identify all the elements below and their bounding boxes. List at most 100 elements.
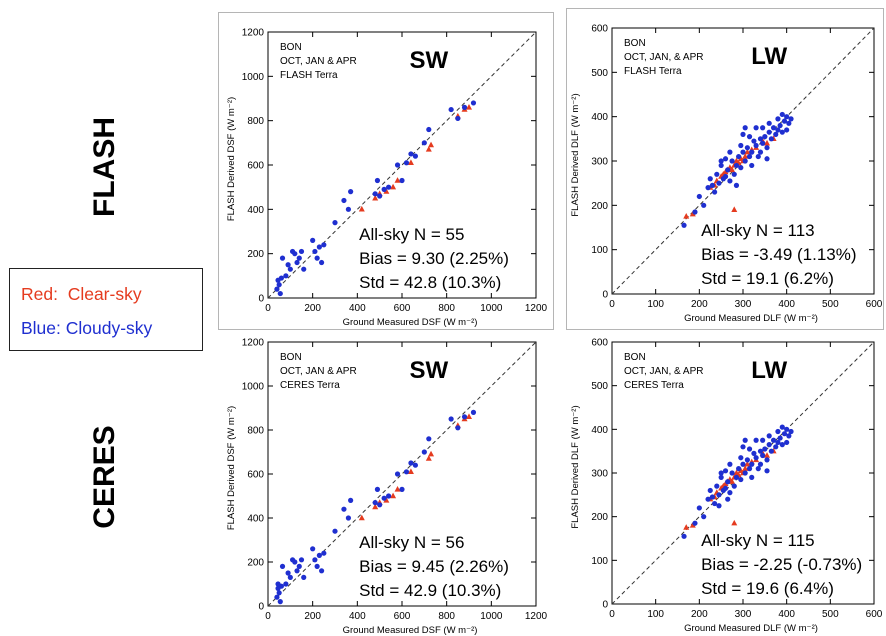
y-tick-label: 600 [591, 24, 608, 35]
y-tick-label: 800 [247, 426, 264, 437]
cloudy-sky-point [296, 563, 302, 569]
cloudy-sky-point [348, 497, 354, 503]
cloudy-sky-point [740, 461, 746, 467]
cloudy-sky-point [705, 185, 711, 191]
cloudy-sky-point [753, 455, 759, 461]
cloudy-sky-point [779, 129, 785, 135]
cloudy-sky-point [753, 437, 759, 443]
clear-sky-point [425, 455, 432, 461]
info-line: CERES Terra [280, 380, 340, 391]
cloudy-sky-point [279, 563, 286, 569]
y-tick-label: 600 [591, 338, 608, 349]
cloudy-sky-point [733, 162, 740, 169]
y-tick-label: 1000 [242, 72, 265, 83]
cloudy-sky-point [316, 552, 322, 558]
clear-sky-point [372, 194, 379, 201]
cloudy-sky-point [298, 557, 305, 563]
cloudy-sky-point [755, 466, 761, 472]
cloudy-sky-point [345, 206, 351, 212]
info-line: OCT, JAN, & APR [624, 52, 703, 63]
cloudy-sky-point [733, 474, 740, 480]
stats-line: Std = 19.1 (6.2%) [701, 269, 834, 288]
cloudy-sky-point [764, 156, 770, 162]
cloudy-sky-point [421, 140, 427, 146]
cloudy-sky-point [777, 435, 783, 441]
cloudy-sky-point [412, 153, 418, 159]
y-axis-label: FLASH Derived DLF (W m⁻²) [570, 405, 581, 528]
cloudy-sky-point [707, 176, 713, 182]
cloudy-sky-point [725, 496, 731, 502]
x-axis-label: Ground Measured DSF (W m⁻²) [343, 317, 478, 328]
y-tick-label: 300 [591, 469, 608, 480]
cloudy-sky-point [287, 266, 293, 272]
x-tick-label: 600 [866, 299, 883, 310]
info-line: BON [280, 42, 302, 53]
cloudy-sky-point [372, 500, 378, 506]
y-tick-label: 500 [591, 381, 608, 392]
clear-sky-point [390, 183, 397, 190]
cloudy-sky-point [377, 193, 383, 199]
clear-sky-point [394, 177, 401, 183]
clear-sky-point [731, 206, 738, 212]
cloudy-sky-point [764, 145, 770, 151]
cloudy-sky-point [753, 142, 759, 149]
clear-sky-point [383, 497, 390, 503]
cloudy-sky-point [718, 162, 724, 169]
legend: Red: Clear-sky Blue: Cloudy-sky [9, 268, 203, 351]
x-tick-label: 0 [609, 609, 615, 620]
clear-sky-point [731, 519, 738, 526]
clear-sky-point [372, 503, 379, 510]
clear-sky-point [466, 413, 472, 419]
cloudy-sky-point [733, 182, 740, 188]
cloudy-sky-point [760, 437, 766, 443]
y-tick-label: 300 [591, 157, 608, 168]
panel-title: LW [751, 43, 787, 70]
clear-sky-point [764, 452, 771, 458]
y-tick-label: 200 [591, 512, 608, 523]
cloudy-sky-point [709, 494, 716, 500]
cloudy-sky-point [744, 145, 750, 151]
cloudy-sky-point [781, 118, 788, 124]
cloudy-sky-point [757, 149, 764, 155]
cloudy-sky-point [312, 557, 318, 563]
cloudy-sky-point [757, 448, 764, 454]
cloudy-sky-point [283, 273, 289, 279]
clear-sky-point [358, 205, 365, 212]
cloudy-sky-point [762, 134, 768, 140]
cloudy-sky-point [709, 182, 716, 188]
cloudy-sky-point [764, 457, 770, 463]
x-tick-label: 300 [735, 609, 752, 620]
y-axis-label: FLASH Derived DSF (W m⁻²) [226, 97, 237, 221]
cloudy-sky-point [701, 202, 707, 208]
info-line: BON [280, 352, 302, 363]
stats-line: Std = 19.6 (6.4%) [701, 579, 834, 598]
cloudy-sky-point [408, 460, 414, 466]
cloudy-sky-point [722, 485, 729, 491]
y-tick-label: 800 [247, 116, 264, 127]
x-tick-label: 1000 [480, 303, 503, 314]
cloudy-sky-point [740, 444, 746, 450]
cloudy-sky-point [766, 433, 772, 439]
cloudy-sky-point [274, 594, 280, 600]
stats-line: Bias = -3.49 (1.13%) [701, 245, 856, 264]
cloudy-sky-point [394, 162, 401, 168]
cloudy-sky-point [749, 149, 755, 155]
cloudy-sky-point [731, 483, 737, 489]
panel-frame-flash-sw [218, 12, 554, 330]
x-tick-label: 600 [394, 611, 411, 622]
cloudy-sky-point [779, 111, 785, 118]
clear-sky-point [407, 159, 414, 165]
y-tick-label: 500 [591, 68, 608, 79]
cloudy-sky-point [727, 490, 733, 496]
x-tick-label: 200 [304, 303, 321, 314]
y-tick-label: 1200 [242, 338, 265, 349]
cloudy-sky-point [779, 424, 785, 430]
cloudy-sky-point [319, 259, 325, 266]
cloudy-sky-point [718, 158, 724, 164]
cloudy-sky-point [448, 106, 454, 113]
cloudy-sky-point [760, 140, 766, 146]
cloudy-sky-point [321, 550, 327, 556]
cloudy-sky-point [278, 275, 284, 281]
cloudy-sky-point [784, 426, 790, 432]
cloudy-sky-point [285, 262, 291, 268]
